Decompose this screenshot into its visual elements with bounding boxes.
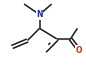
- Text: O: O: [76, 46, 82, 55]
- Text: N: N: [36, 10, 43, 19]
